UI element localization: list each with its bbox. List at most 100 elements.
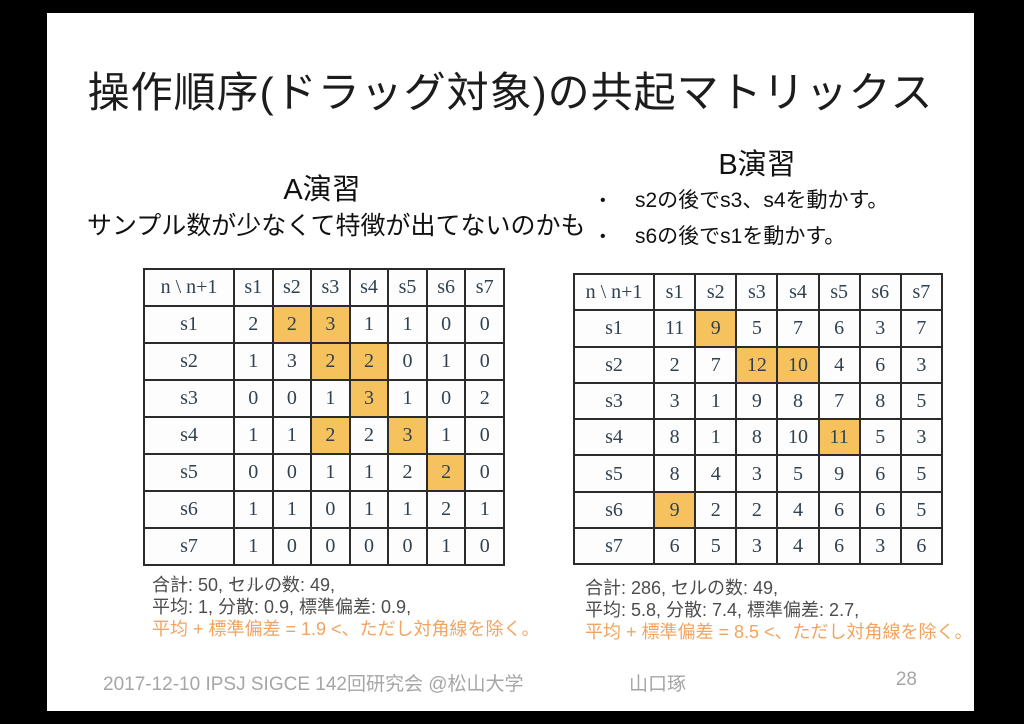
matrix-cell: 0 xyxy=(271,453,313,492)
matrix-row: s3 0 0 1 3 1 0 2 xyxy=(143,379,505,418)
matrix-header-row: n \ n+1 s1 s2 s3 s4 s5 s6 s7 xyxy=(573,272,944,312)
matrix-cell: 3 xyxy=(348,379,390,418)
matrix-col-header: s4 xyxy=(776,272,820,312)
matrix-cell: 0 xyxy=(464,305,505,344)
matrix-cell: 1 xyxy=(233,490,274,529)
matrix-cell: 7 xyxy=(899,309,944,348)
matrix-row-label: s4 xyxy=(573,418,655,457)
matrix-cell: 8 xyxy=(776,381,820,421)
matrix-cell: 2 xyxy=(348,416,390,455)
matrix-cell: 3 xyxy=(858,527,902,566)
matrix-cell: 2 xyxy=(464,379,505,418)
matrix-row: s7 6 5 3 4 6 3 6 xyxy=(573,527,944,566)
matrix-cell: 11 xyxy=(652,309,697,348)
matrix-row-label: s7 xyxy=(573,527,655,566)
left-stats-block: 合計: 50, セルの数: 49, 平均: 1, 分散: 0.9, 標準偏差: … xyxy=(152,574,552,640)
matrix-cell: 8 xyxy=(652,454,697,493)
right-panel-heading: B演習 xyxy=(718,149,796,181)
matrix-cell: 11 xyxy=(817,418,861,457)
matrix-cell: 0 xyxy=(425,305,467,344)
matrix-cell: 1 xyxy=(425,416,467,455)
matrix-row: s4 8 1 8 10 11 5 3 xyxy=(573,418,944,457)
matrix-cell: 5 xyxy=(899,381,944,421)
matrix-cell: 6 xyxy=(858,454,902,493)
matrix-col-header: s6 xyxy=(425,268,467,307)
matrix-col-header: s3 xyxy=(310,268,351,307)
matrix-cell: 1 xyxy=(233,527,274,566)
bullet-item: • s6の後でs1を動かす。 xyxy=(600,219,960,255)
matrix-cell: 3 xyxy=(899,345,944,384)
matrix-row-label: s2 xyxy=(573,345,655,384)
matrix-col-header: s3 xyxy=(735,272,779,312)
footer-page-number: 28 xyxy=(895,669,917,690)
stats-line: 平均: 1, 分散: 0.9, 標準偏差: 0.9, xyxy=(152,597,412,617)
matrix-cell: 8 xyxy=(858,381,902,421)
matrix-cell: 1 xyxy=(348,305,390,344)
matrix-cell: 0 xyxy=(348,527,390,566)
matrix-row-label: s7 xyxy=(143,527,235,566)
matrix-corner-label: n \ n+1 xyxy=(573,272,655,312)
right-panel-bullet-list: • s2の後でs3、s4を動かす。 • s6の後でs1を動かす。 xyxy=(600,183,960,255)
matrix-row-label: s3 xyxy=(143,379,235,418)
matrix-cell: 8 xyxy=(652,418,697,457)
matrix-cell: 1 xyxy=(387,305,428,344)
right-stats-block: 合計: 286, セルの数: 49, 平均: 5.8, 分散: 7.4, 標準偏… xyxy=(585,577,974,643)
matrix-cell: 9 xyxy=(817,454,861,493)
matrix-cell: 5 xyxy=(899,490,944,530)
matrix-row: s2 2 7 12 10 4 6 3 xyxy=(573,345,944,384)
matrix-row-label: s2 xyxy=(143,342,235,381)
matrix-cell: 1 xyxy=(233,342,274,381)
matrix-cell: 2 xyxy=(348,342,390,381)
matrix-row: s3 3 1 9 8 7 8 5 xyxy=(573,381,944,421)
stats-line: 平均: 5.8, 分散: 7.4, 標準偏差: 2.7, xyxy=(585,600,860,620)
matrix-cell: 9 xyxy=(694,309,738,348)
matrix-cell: 0 xyxy=(464,527,505,566)
matrix-cell: 2 xyxy=(425,490,467,529)
matrix-header-row: n \ n+1 s1 s2 s3 s4 s5 s6 s7 xyxy=(143,268,505,307)
matrix-cell: 9 xyxy=(735,381,779,421)
stats-highlight-line: 平均 + 標準偏差 = 1.9 <、ただし対角線を除く。 xyxy=(152,619,540,639)
matrix-row-label: s1 xyxy=(573,309,655,348)
slide: 操作順序(ドラッグ対象)の共起マトリックス A演習 サンプル数が少なくて特徴が出… xyxy=(47,13,974,711)
bullet-text: s6の後でs1を動かす。 xyxy=(635,225,846,248)
matrix-cell: 5 xyxy=(735,309,779,348)
matrix-cell: 1 xyxy=(348,490,390,529)
matrix-col-header: s1 xyxy=(233,268,274,307)
matrix-cell: 6 xyxy=(858,345,902,384)
matrix-cell: 9 xyxy=(652,490,697,530)
matrix-cell: 3 xyxy=(735,527,779,566)
matrix-cell: 6 xyxy=(858,490,902,530)
matrix-col-header: s6 xyxy=(858,272,902,312)
matrix-cell: 12 xyxy=(735,345,779,384)
matrix-row: s1 11 9 5 7 6 3 7 xyxy=(573,309,944,348)
matrix-row: s5 0 0 1 1 2 2 0 xyxy=(143,453,505,492)
matrix-cell: 2 xyxy=(310,342,351,381)
matrix-cell: 0 xyxy=(425,379,467,418)
bullet-text: s2の後でs3、s4を動かす。 xyxy=(635,189,889,212)
matrix-row-label: s4 xyxy=(143,416,235,455)
left-panel-heading: A演習 xyxy=(283,174,361,206)
matrix-cell: 2 xyxy=(387,453,428,492)
matrix-cell: 0 xyxy=(310,490,351,529)
matrix-cell: 0 xyxy=(310,527,351,566)
matrix-cell: 4 xyxy=(817,345,861,384)
matrix-cell: 8 xyxy=(735,418,779,457)
matrix-col-header: s2 xyxy=(694,272,738,312)
footer-author: 山口琢 xyxy=(629,674,687,695)
matrix-cell: 2 xyxy=(735,490,779,530)
stats-line: 合計: 286, セルの数: 49, xyxy=(585,578,779,598)
matrix-col-header: s7 xyxy=(464,268,505,307)
matrix-cell: 1 xyxy=(694,381,738,421)
matrix-cell: 2 xyxy=(425,453,467,492)
matrix-cell: 1 xyxy=(233,416,274,455)
matrix-row-label: s5 xyxy=(573,454,655,493)
bullet-icon: • xyxy=(600,192,606,209)
cropped-caption: 合計: 50, セルの数: 49 xyxy=(155,577,323,585)
stats-highlight-line: 平均 + 標準偏差 = 8.5 <、ただし対角線を除く。 xyxy=(585,622,973,642)
matrix-cell: 0 xyxy=(464,416,505,455)
matrix-cell: 2 xyxy=(310,416,351,455)
matrix-cell: 1 xyxy=(387,379,428,418)
matrix-row-label: s1 xyxy=(143,305,235,344)
matrix-cell: 1 xyxy=(310,453,351,492)
matrix-cell: 3 xyxy=(310,305,351,344)
